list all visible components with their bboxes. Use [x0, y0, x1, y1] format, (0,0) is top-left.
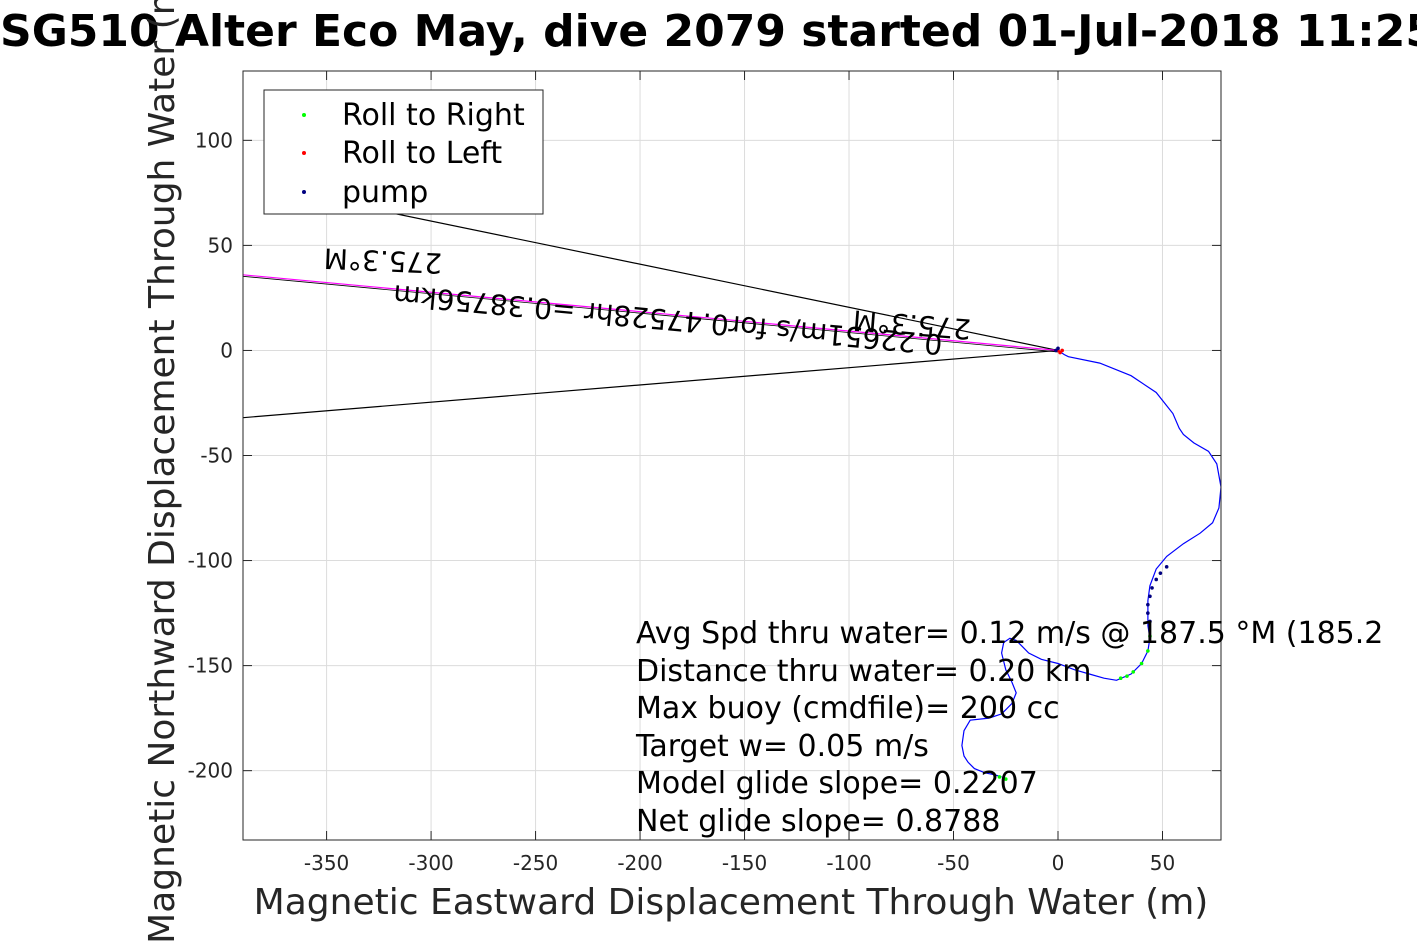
pump-marker [1164, 565, 1169, 569]
heading-label-far: 275.3°M [323, 241, 443, 279]
x-tick-label: 0 [1052, 851, 1065, 875]
legend-box [263, 89, 544, 215]
legend-label-roll-left: Roll to Left [342, 136, 502, 171]
pump-marker [1148, 594, 1152, 599]
legend-marker-pump [302, 190, 306, 194]
pump-marker [1154, 577, 1159, 582]
x-tick-label: -150 [722, 851, 767, 875]
roll-right-marker [997, 775, 1002, 779]
roll-right-marker [1146, 649, 1150, 653]
pump-marker [1158, 571, 1163, 575]
x-tick-label: -50 [937, 851, 970, 875]
x-tick-label: -350 [304, 851, 349, 875]
annotation-net-glide: Net glide slope= 0.8788 [636, 804, 1000, 839]
annotation-model-glide: Model glide slope= 0.2207 [636, 766, 1038, 801]
annotation-max-buoy: Max buoy (cmdfile)= 200 cc [636, 691, 1060, 726]
y-axis-label: Magnetic Northward Displacement Through … [142, 0, 183, 944]
roll-left-marker [1060, 348, 1064, 353]
pump-marker [1146, 611, 1150, 615]
heading-line [243, 274, 1059, 352]
x-tick-label: 50 [1150, 851, 1175, 875]
x-tick-label: -300 [408, 851, 453, 875]
pump-marker [1146, 602, 1150, 607]
x-tick-label: -100 [826, 851, 871, 875]
x-tick-label: -200 [617, 851, 662, 875]
legend-marker-roll-right [302, 113, 306, 117]
y-tick-label: 100 [195, 128, 233, 152]
legend-label-roll-right: Roll to Right [342, 98, 525, 133]
y-tick-label: 0 [220, 338, 233, 362]
cone-line [243, 349, 1059, 419]
y-tick-label: 50 [208, 233, 233, 257]
chart-title: SG510 Alter Eco May, dive 2079 started 0… [0, 6, 1417, 57]
y-tick-label: -100 [188, 549, 233, 573]
heading-line-shadow [243, 275, 1059, 353]
stats-annotations: Avg Spd thru water= 0.12 m/s @ 187.5 °M … [635, 616, 1383, 839]
pump-marker [1056, 346, 1060, 351]
track-layer [961, 349, 1221, 778]
annotation-target-w: Target w= 0.05 m/s [635, 729, 929, 764]
tick-layer: -350 -300 -250 -200 -150 -100 -50 0 50 -200 -150 -1… [188, 71, 1221, 875]
y-tick-label: -150 [188, 654, 233, 678]
marker-layer [997, 346, 1169, 781]
y-tick-label: -200 [188, 759, 233, 783]
x-tick-label: -250 [513, 851, 558, 875]
roll-right-marker [1118, 676, 1123, 681]
annotation-avg-speed: Avg Spd thru water= 0.12 m/s @ 187.5 °M … [636, 616, 1383, 651]
roll-right-marker [1125, 674, 1129, 678]
roll-right-marker [1139, 661, 1144, 666]
y-tick-label: -50 [200, 444, 233, 468]
roll-right-marker [1131, 670, 1136, 674]
annotation-distance: Distance thru water= 0.20 km [636, 654, 1091, 689]
legend: Roll to Right Roll to Left pump [263, 89, 544, 215]
pump-marker [1148, 619, 1152, 624]
roll-right-marker [1003, 777, 1008, 781]
legend-marker-roll-left [302, 151, 306, 155]
legend-label-pump: pump [342, 175, 428, 210]
pump-marker [1150, 586, 1154, 590]
x-axis-label: Magnetic Eastward Displacement Through W… [254, 882, 1209, 923]
track-line [961, 349, 1221, 778]
roll-right-marker [1148, 634, 1152, 638]
